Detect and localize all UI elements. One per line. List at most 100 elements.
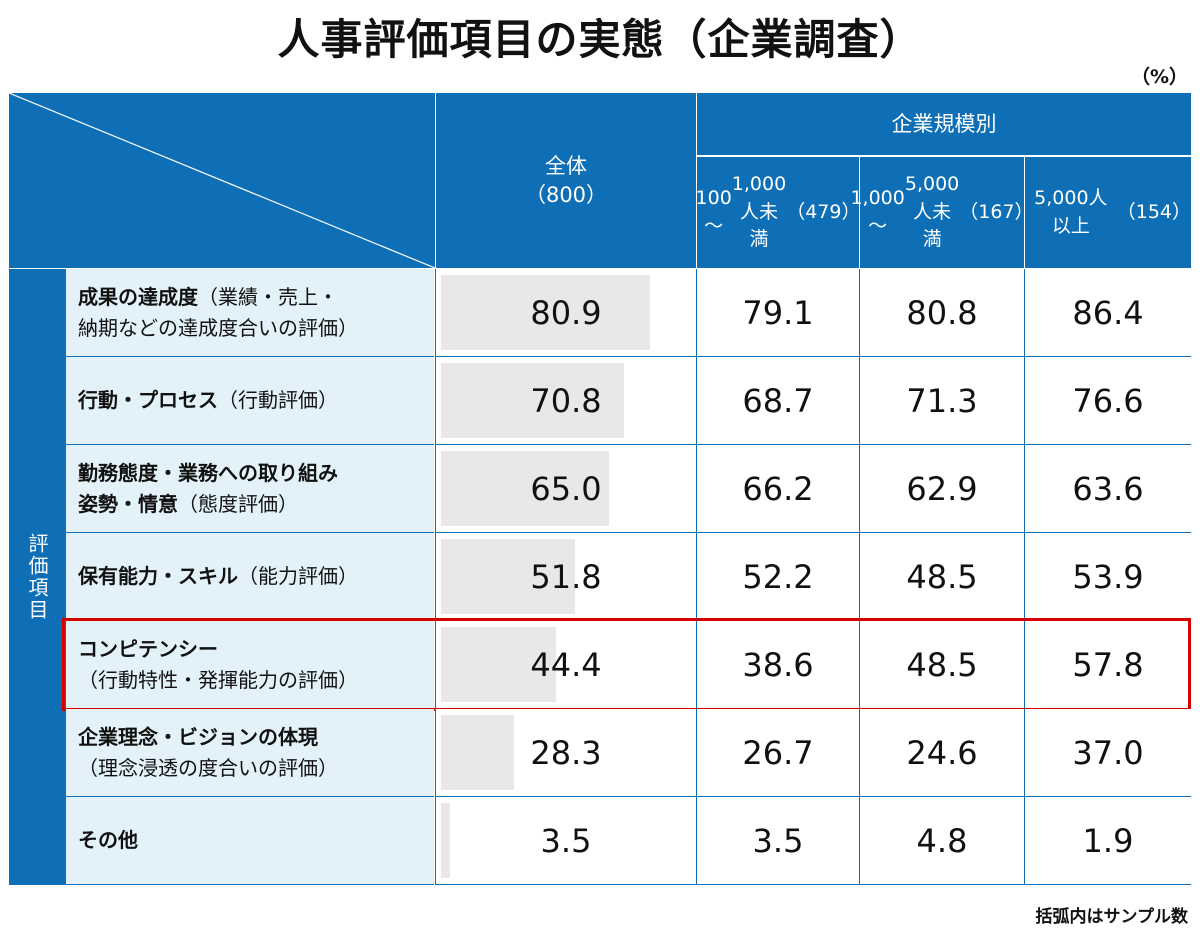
row-label-main: 企業理念・ビジョンの体現 [78,724,318,749]
cell-value: 26.7 [742,733,814,772]
header-col-2: 1,000～ 5,000人未満 （167） [850,157,1034,268]
row-label-main: 成果の達成度 [78,284,198,309]
cell-value: 68.7 [742,381,814,420]
value-bar [441,275,650,350]
page-title: 人事評価項目の実態（企業調査） [277,15,923,64]
table-cell: 57.8 [1024,621,1191,709]
table-cell: 37.0 [1024,709,1191,797]
row-label-sub: （態度評価） [178,491,298,516]
cell-value: 28.3 [530,733,602,772]
col-title: 5,000人未満 [904,173,960,251]
cell-value: 44.4 [530,645,602,684]
cell-value: 24.6 [906,733,978,772]
cell-value: 4.8 [916,821,968,860]
table-cell: 26.7 [696,709,859,797]
col-title: 100～ [695,186,732,237]
cell-value: 62.9 [906,469,978,508]
unit-label: （%） [1130,66,1188,88]
row-label: 成果の達成度（業績・売上・納期などの達成度合いの評価） [66,269,434,357]
table-cell: 3.5 [696,797,859,885]
table-cell: 70.8 [435,357,696,445]
header-diagonal [9,93,435,268]
cell-value: 3.5 [752,821,804,860]
table-cell: 24.6 [859,709,1024,797]
table-cell: 80.8 [859,269,1024,357]
table-cell: 79.1 [696,269,859,357]
table-cell: 71.3 [859,357,1024,445]
table-cell: 62.9 [859,445,1024,533]
row-label: 行動・プロセス（行動評価） [66,357,434,445]
cell-value: 48.5 [906,645,978,684]
table-cell: 66.2 [696,445,859,533]
header-col-1: 100～ 1,000人未満 （479） [695,157,861,268]
row-label: 企業理念・ビジョンの体現 （理念浸透の度合いの評価） [66,709,434,797]
cell-value: 66.2 [742,469,814,508]
table-cell: 80.9 [435,269,696,357]
cell-value: 52.2 [742,557,814,596]
cell-value: 70.8 [530,381,602,420]
side-label-text: 評価項目 [25,533,49,621]
row-label-main: 勤務態度・業務への取り組み [78,460,338,485]
table-cell: 51.8 [435,533,696,621]
header-col-total-label: 全体 （800） [525,152,607,209]
row-label: 保有能力・スキル（能力評価） [66,533,434,621]
row-label-sub: 納期などの達成度合いの評価） [78,315,358,340]
value-bar [441,803,450,878]
col-title: 1,000人未満 [731,173,787,251]
row-label: 勤務態度・業務への取り組み 姿勢・情意（態度評価） [66,445,434,533]
row-label-main: 行動・プロセス [78,388,218,412]
cell-value: 80.8 [906,293,978,332]
row-label: その他 [66,797,434,885]
row-label: コンピテンシー （行動特性・発揮能力の評価） [66,621,434,709]
cell-value: 1.9 [1082,821,1134,860]
table-cell: 1.9 [1024,797,1191,885]
table-cell: 38.6 [696,621,859,709]
value-bar [441,627,556,702]
cell-value: 57.8 [1072,645,1144,684]
row-label-main: その他 [78,828,138,852]
header-col-3: 5,000人以上 （154） [1025,157,1191,268]
cell-value: 86.4 [1072,293,1144,332]
row-label-sub: （理念浸透の度合いの評価） [78,755,338,780]
table-cell: 4.8 [859,797,1024,885]
table-cell: 53.9 [1024,533,1191,621]
table-cell: 48.5 [859,621,1024,709]
cell-value: 79.1 [742,293,814,332]
cell-value: 48.5 [906,557,978,596]
cell-value: 51.8 [530,557,602,596]
col-sample-size: （167） [959,200,1034,223]
side-label-evaluation-items: 評価項目 [9,269,66,885]
row-label-sub: （業績・売上・ [198,284,338,309]
table-cell: 48.5 [859,533,1024,621]
table-cell: 76.6 [1024,357,1191,445]
table-cell: 3.5 [435,797,696,885]
table-cell: 28.3 [435,709,696,797]
header-group-divider [697,155,1191,157]
row-label-main: 保有能力・スキル [78,564,238,588]
table-cell: 86.4 [1024,269,1191,357]
table-cell: 44.4 [435,621,696,709]
cell-value: 80.9 [530,293,602,332]
row-label-sub: （行動評価） [218,388,338,412]
cell-value: 53.9 [1072,557,1144,596]
cell-value: 76.6 [1072,381,1144,420]
value-bar [441,451,609,526]
value-bar [441,715,514,790]
col-sample-size: （800） [524,182,608,207]
col-sample-size: （154） [1116,200,1191,223]
table-cell: 52.2 [696,533,859,621]
value-bar [441,539,575,614]
footnote: 括弧内はサンプル数 [1035,907,1189,927]
col-sample-size: （479） [786,200,861,223]
table-cell: 63.6 [1024,445,1191,533]
table-cell: 68.7 [696,357,859,445]
cell-value: 3.5 [540,821,592,860]
cell-value: 63.6 [1072,469,1144,508]
col-title: 1,000～ [850,186,905,237]
cell-value: 38.6 [742,645,814,684]
header-group-size: 企業規模別 [697,93,1191,155]
row-label-main: 姿勢・情意 [78,491,178,516]
cell-value: 65.0 [530,469,602,508]
header-col-total: 全体 （800） [436,93,696,268]
row-label-sub: （行動特性・発揮能力の評価） [78,667,358,692]
